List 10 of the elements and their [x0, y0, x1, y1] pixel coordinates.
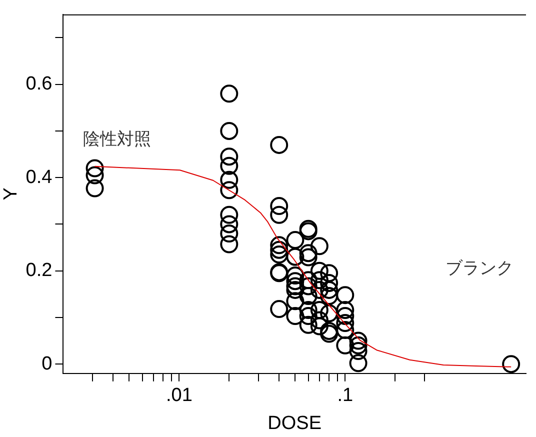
y-tick-label: 0.4 — [26, 166, 53, 188]
x-axis-title: DOSE — [268, 412, 322, 434]
x-tick-label: .1 — [337, 385, 354, 406]
y-tick-label: 0.6 — [26, 74, 52, 95]
y-axis-title: Y — [0, 187, 22, 200]
y-tick-label: 0.2 — [26, 260, 52, 282]
annotation: 陰性対照 — [82, 129, 151, 150]
y-tick-label: 0 — [42, 353, 52, 374]
annotation: ブランク — [446, 258, 514, 279]
x-tick-label: .01 — [166, 385, 192, 406]
